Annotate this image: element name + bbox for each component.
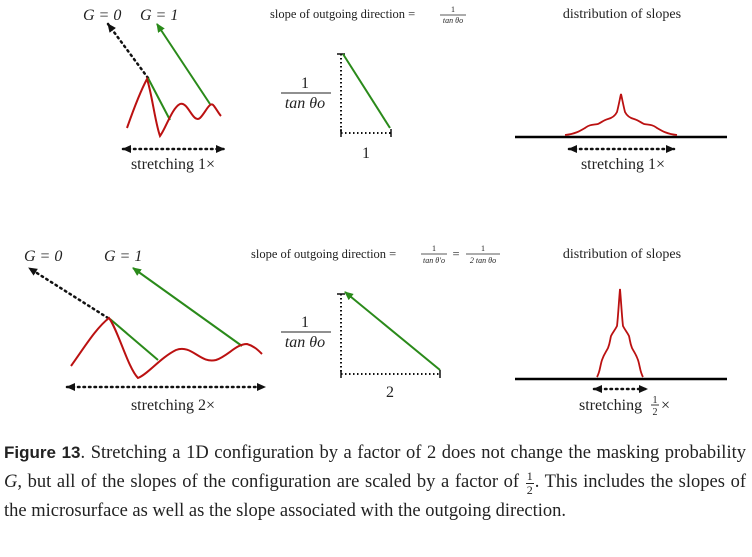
top-slope-frac-num: 1	[451, 5, 455, 14]
top-slope-distribution	[564, 93, 678, 136]
bottom-g1-label: G = 1	[104, 248, 142, 265]
bottom-row-distribution-panel: distribution of slopes stretching 1 2 ×	[515, 247, 727, 418]
bottom-microsurface	[70, 316, 263, 380]
top-row-slope-panel: slope of outgoing direction = 1 tan θo 1…	[270, 5, 466, 162]
bottom-slope-title: slope of outgoing direction =	[251, 247, 396, 261]
top-rise-den: tan θo	[285, 95, 325, 112]
top-stretch-label: stretching 1×	[131, 156, 215, 173]
figure-caption: Figure 13. Stretching a 1D configuration…	[4, 438, 746, 526]
top-microsurface	[126, 76, 222, 139]
bottom-row-surface-panel: G = 0 G = 1 stretching 2×	[24, 248, 267, 414]
bottom-slope-distribution	[596, 288, 644, 378]
top-row-distribution-panel: distribution of slopes stretching 1×	[515, 7, 727, 173]
bottom-slope-equals: =	[452, 247, 459, 261]
top-masked-ray	[106, 22, 150, 80]
bottom-slope-frac1-num: 1	[432, 244, 436, 253]
top-run-label: 1	[362, 145, 370, 162]
caption-frac-den: 2	[526, 482, 533, 497]
caption-text-2: , but all of the slopes of the configura…	[17, 472, 525, 492]
bottom-rise-num: 1	[301, 314, 309, 331]
bottom-shadow-segment	[109, 318, 159, 361]
top-dist-stretch-label: stretching 1×	[581, 156, 665, 173]
bottom-g0-label: G = 0	[24, 248, 62, 265]
bottom-outgoing-direction	[344, 291, 441, 371]
bottom-rise-den: tan θo	[285, 334, 325, 351]
top-g1-label: G = 1	[140, 7, 178, 24]
bottom-dist-title: distribution of slopes	[563, 247, 681, 262]
top-unmasked-ray	[156, 23, 211, 105]
caption-frac-num: 1	[525, 468, 534, 484]
figure-13: G = 0 G = 1 stretching 1× slope of outgo…	[24, 5, 727, 418]
bottom-dist-stretch-den: 2	[653, 407, 658, 418]
caption-text-3: . This includes the slopes of the micros…	[4, 472, 746, 521]
top-slope-title: slope of outgoing direction =	[270, 7, 415, 21]
bottom-run-label: 2	[386, 384, 394, 401]
top-row-surface-panel: G = 0 G = 1 stretching 1×	[83, 7, 226, 173]
caption-text-1: . Stretching a 1D configuration by a fac…	[80, 443, 746, 463]
bottom-stretch-label: stretching 2×	[131, 397, 215, 414]
top-shadow-segment	[147, 77, 171, 121]
bottom-slope-frac2-num: 1	[481, 244, 485, 253]
bottom-dist-stretch-prefix: stretching	[579, 397, 642, 414]
top-dist-title: distribution of slopes	[563, 7, 681, 22]
bottom-row-slope-panel: slope of outgoing direction = 1 tan θ′o …	[251, 244, 500, 401]
bottom-dist-stretch-num: 1	[653, 395, 658, 406]
bottom-unmasked-ray	[132, 267, 243, 347]
bottom-dist-stretch-suffix: ×	[661, 397, 670, 414]
caption-var-g: G	[4, 472, 18, 492]
bottom-slope-frac2-den: 2 tan θo	[470, 256, 496, 265]
bottom-slope-frac1-den: tan θ′o	[423, 256, 445, 265]
top-g0-label: G = 0	[83, 7, 121, 24]
top-slope-frac-den: tan θo	[443, 16, 463, 25]
caption-figure-label: Figure 13	[4, 443, 81, 462]
top-outgoing-direction	[342, 53, 391, 129]
bottom-masked-ray	[27, 266, 110, 320]
top-rise-num: 1	[301, 75, 309, 92]
